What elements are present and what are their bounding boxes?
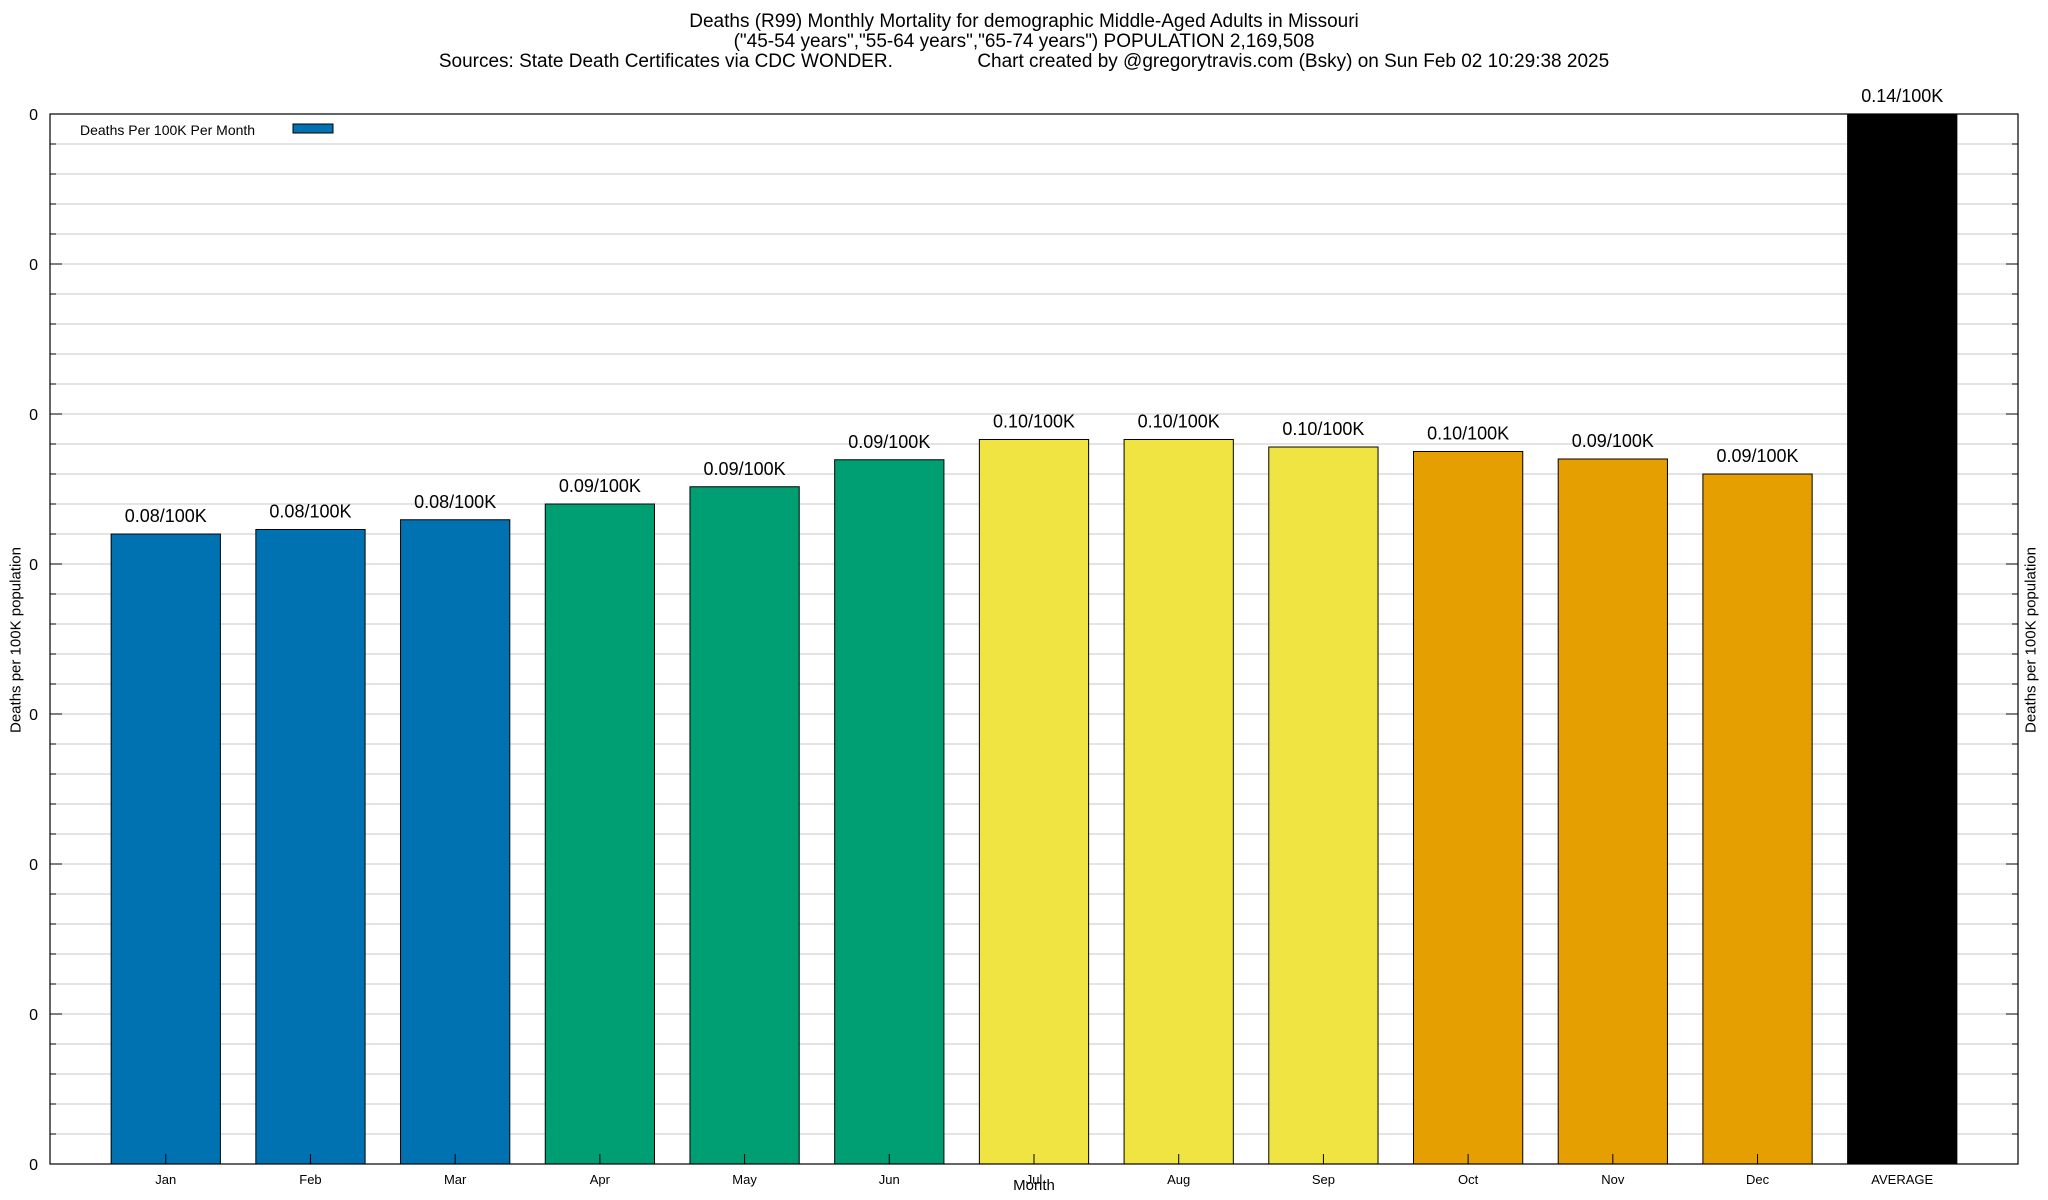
bar xyxy=(255,529,366,1165)
x-tick-label: Aug xyxy=(1167,1172,1190,1187)
y-tick-label: 0 xyxy=(29,407,38,424)
x-tick-label: Jul xyxy=(1026,1172,1043,1187)
data-label: 0.14/100K xyxy=(1861,86,1943,106)
y-tick-label: 0 xyxy=(29,1157,38,1174)
data-label: 0.09/100K xyxy=(1572,431,1654,451)
bar xyxy=(400,519,511,1165)
y-tick-label: 0 xyxy=(29,1007,38,1024)
bar xyxy=(110,533,221,1165)
title-line-2: ("45-54 years","55-64 years","65-74 year… xyxy=(733,31,1315,52)
y-tick-label: 0 xyxy=(29,707,38,724)
x-tick-label: Nov xyxy=(1601,1172,1625,1187)
title-line-3: Sources: State Death Certificates via CD… xyxy=(438,51,1610,72)
bar xyxy=(1123,439,1234,1165)
data-label: 0.10/100K xyxy=(1282,419,1364,439)
bar xyxy=(1847,113,1958,1165)
data-label: 0.08/100K xyxy=(414,492,496,512)
bar xyxy=(834,459,945,1165)
bar xyxy=(544,503,656,1165)
plot-border xyxy=(49,113,2019,1165)
y-tick-label: 0 xyxy=(29,557,38,574)
data-label: 0.09/100K xyxy=(1716,446,1798,466)
data-label: 0.10/100K xyxy=(1427,424,1509,444)
y-tick-label: 0 xyxy=(29,257,38,274)
x-tick-label: Jan xyxy=(155,1172,176,1187)
bar xyxy=(689,486,800,1165)
bar xyxy=(1702,473,1813,1165)
legend-label: Deaths Per 100K Per Month xyxy=(80,122,255,138)
bar xyxy=(1557,458,1668,1165)
y-axis-label-left: Deaths per 100K population xyxy=(7,547,25,733)
data-label: 0.09/100K xyxy=(848,432,930,452)
data-label: 0.08/100K xyxy=(125,506,207,526)
data-label: 0.10/100K xyxy=(1138,412,1220,432)
y-tick-label: 0 xyxy=(29,107,38,124)
data-label: 0.08/100K xyxy=(269,502,351,522)
x-tick-label: Oct xyxy=(1458,1172,1479,1187)
title-line-1: Deaths (R99) Monthly Mortality for demog… xyxy=(689,11,1359,32)
data-label: 0.09/100K xyxy=(704,459,786,479)
x-tick-label: Apr xyxy=(590,1172,611,1187)
legend-swatch xyxy=(292,123,334,134)
y-axis-label-right: Deaths per 100K population xyxy=(2022,547,2040,733)
x-tick-label: May xyxy=(732,1172,757,1187)
y-tick-label: 0 xyxy=(29,857,38,874)
bar xyxy=(1268,446,1379,1165)
x-axis-label: Month xyxy=(1013,1177,1055,1194)
bar xyxy=(978,439,1090,1165)
x-tick-label: AVERAGE xyxy=(1871,1172,1933,1187)
x-tick-label: Feb xyxy=(299,1172,321,1187)
chart-title: Deaths (R99) Monthly Mortality for demog… xyxy=(0,12,2048,72)
x-tick-label: Mar xyxy=(444,1172,467,1187)
x-tick-label: Sep xyxy=(1312,1172,1335,1187)
x-tick-label: Jun xyxy=(879,1172,900,1187)
data-label: 0.09/100K xyxy=(559,476,641,496)
data-label: 0.10/100K xyxy=(993,412,1075,432)
x-tick-label: Dec xyxy=(1746,1172,1770,1187)
bar xyxy=(1412,451,1524,1165)
